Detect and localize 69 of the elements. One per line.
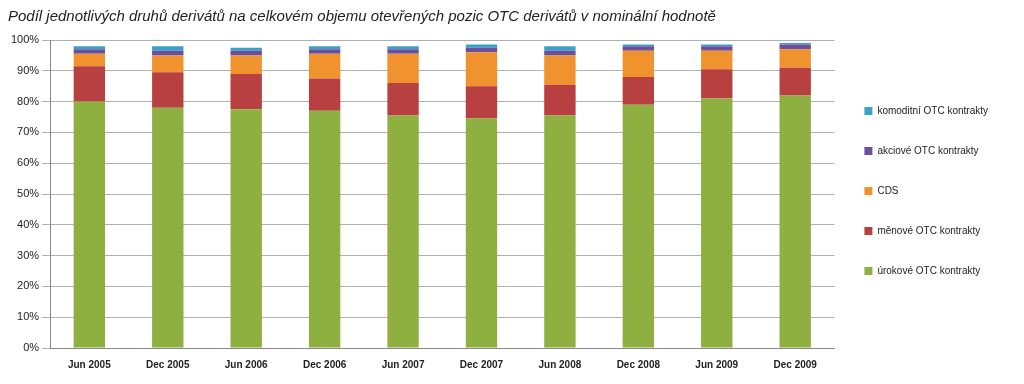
bar [73, 49, 106, 54]
bar [308, 46, 341, 50]
bar [230, 47, 262, 51]
bar [152, 55, 184, 73]
y-tick-label: 80% [17, 94, 40, 107]
bar [308, 78, 341, 111]
bar [152, 72, 184, 108]
x-tick-label: Jun 2005 [67, 358, 112, 370]
bar [701, 46, 733, 51]
bar [308, 49, 341, 54]
bar [779, 95, 811, 348]
bar [622, 104, 655, 348]
bar [779, 67, 811, 96]
bar [387, 46, 419, 50]
bar [544, 115, 576, 348]
y-tick-label: 70% [17, 125, 40, 138]
y-tick-label: 60% [17, 156, 40, 169]
x-tick-label: Jun 2008 [538, 358, 582, 370]
bar [544, 55, 576, 85]
bar [308, 110, 341, 348]
bar [465, 52, 498, 87]
bar [387, 83, 419, 116]
bar [73, 101, 106, 348]
bar [387, 53, 419, 84]
legend-label: CDS [877, 184, 899, 196]
y-tick-label: 50% [17, 187, 40, 200]
bar [152, 46, 184, 51]
bar [73, 53, 106, 67]
bar [622, 50, 655, 77]
bar [230, 109, 262, 348]
x-tick-label: Dec 2009 [773, 358, 818, 370]
x-tick-label: Dec 2007 [459, 358, 504, 370]
bar [544, 46, 576, 51]
bar [622, 46, 655, 51]
bar [465, 118, 498, 348]
x-tick-label: Dec 2008 [616, 358, 661, 370]
bar [387, 115, 419, 348]
legend-label: komoditní OTC kontrakty [877, 104, 988, 116]
y-tick-label: 30% [17, 248, 40, 261]
y-tick-label: 10% [17, 310, 40, 323]
bar [465, 44, 498, 48]
legend-label: úrokové OTC kontrakty [877, 264, 981, 276]
x-tick-label: Jun 2007 [381, 358, 425, 370]
bar [73, 66, 106, 102]
legend-label: akciové OTC kontrakty [877, 144, 979, 156]
chart-title: Podíl jednotlivých druhů derivátů na celkovém objemu otevřených pozic OTC derivátů v nominální hodnotě [8, 7, 716, 25]
x-tick-label: Jun 2006 [224, 358, 269, 370]
x-tick-label: Dec 2006 [302, 358, 347, 370]
bar [387, 49, 419, 54]
bar [701, 50, 733, 70]
bar [465, 86, 498, 119]
x-tick-label: Jun 2009 [695, 358, 739, 370]
legend-label: měnové OTC kontrakty [877, 224, 981, 236]
bar [701, 69, 733, 99]
bar [779, 49, 811, 68]
y-tick-label: 40% [17, 217, 40, 230]
bar [701, 98, 733, 348]
y-tick-label: 100% [10, 33, 40, 46]
bar [152, 107, 184, 348]
bar [308, 53, 341, 79]
bar [544, 84, 576, 116]
y-tick-label: 90% [17, 63, 40, 76]
bar [73, 46, 106, 50]
bar [230, 73, 262, 110]
y-tick-label: 20% [17, 279, 40, 292]
bar [622, 76, 655, 105]
y-tick-label: 0% [23, 341, 40, 354]
x-tick-label: Dec 2005 [146, 358, 190, 370]
bar [230, 55, 262, 74]
